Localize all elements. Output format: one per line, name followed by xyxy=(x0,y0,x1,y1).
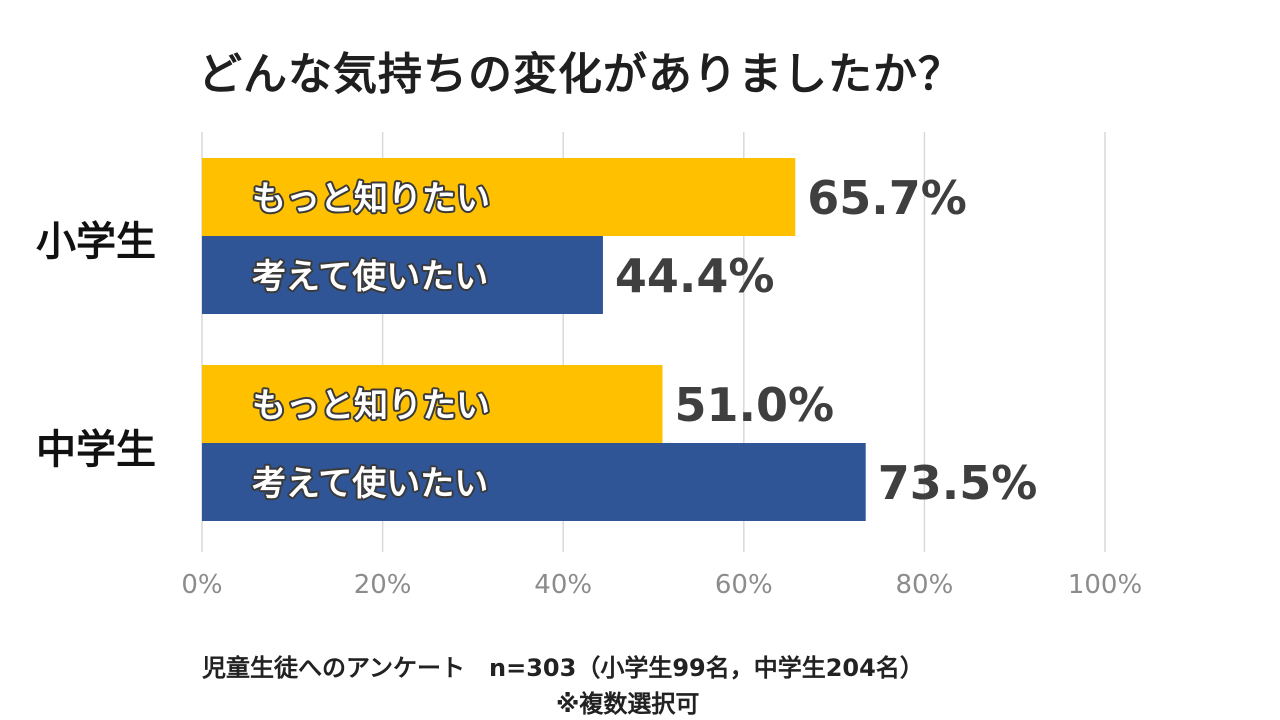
bar-series-label: 考えて使いたい xyxy=(252,464,488,504)
bar xyxy=(202,365,663,443)
x-tick-label: 0% xyxy=(181,570,222,600)
bar xyxy=(202,158,796,236)
chart-title: どんな気持ちの変化がありましたか？ xyxy=(198,49,963,100)
bar-series-label: もっと知りたい xyxy=(252,179,490,219)
group-label-junior-high: 中学生 xyxy=(36,427,156,473)
multiple-choice-note: ※複数選択可 xyxy=(556,690,700,718)
data-label: 65.7% xyxy=(807,171,967,225)
data-label: 51.0% xyxy=(675,378,835,432)
data-label: 73.5% xyxy=(878,456,1038,510)
bar-series-label: 考えて使いたい xyxy=(252,257,488,297)
x-tick-label: 80% xyxy=(896,570,954,600)
bar-chart: 0% 20% 40% 60% 80% 100% もっと知りたい 65.7% 考えて使いたい 44.… xyxy=(181,132,1142,600)
x-tick-label: 40% xyxy=(534,570,592,600)
bar-series-label: もっと知りたい xyxy=(252,386,490,426)
survey-footnote: 児童生徒へのアンケート n=303（小学生99名，中学生204名） xyxy=(202,654,924,682)
x-tick-label: 60% xyxy=(715,570,773,600)
data-label: 44.4% xyxy=(615,249,775,303)
bar xyxy=(202,236,603,314)
group-label-elementary: 小学生 xyxy=(36,219,156,265)
x-tick-label: 20% xyxy=(354,570,412,600)
x-tick-label: 100% xyxy=(1068,570,1142,600)
bar xyxy=(202,443,866,521)
